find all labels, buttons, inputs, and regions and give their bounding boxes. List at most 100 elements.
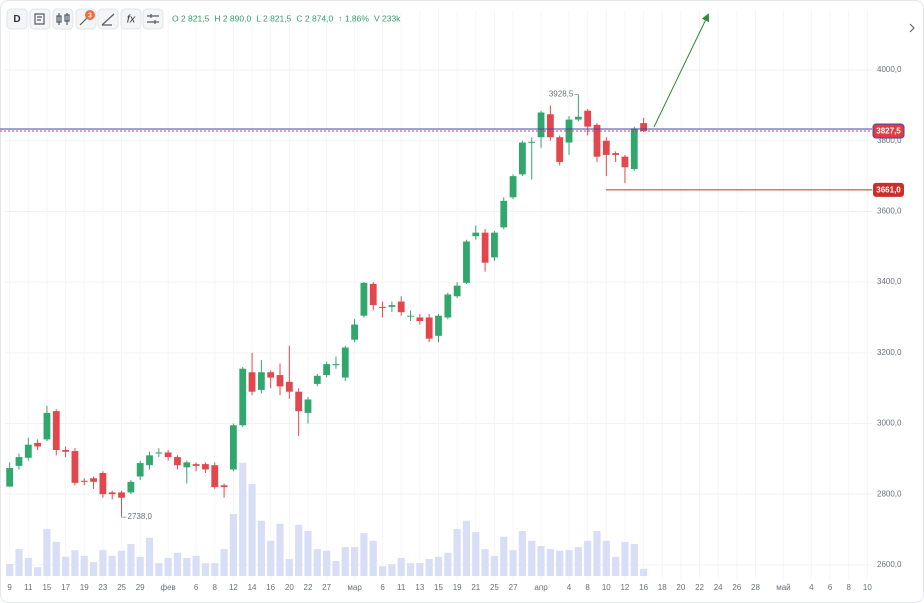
volume-bar xyxy=(341,547,349,576)
x-tick-label: 10 xyxy=(602,583,611,592)
x-tick-label: 12 xyxy=(620,583,629,592)
candle-body xyxy=(584,110,592,127)
volume-bar xyxy=(313,549,321,576)
volume-bar xyxy=(546,549,554,576)
volume-bar xyxy=(518,531,527,576)
x-tick-label: 8 xyxy=(213,583,218,592)
volume-bar xyxy=(369,540,377,576)
y-tick-label: 2800,0 xyxy=(877,489,902,498)
candle-body xyxy=(602,140,610,155)
volume-bar xyxy=(117,550,126,576)
volume-bar xyxy=(434,556,443,576)
candle-body xyxy=(341,347,349,378)
x-tick-label: 11 xyxy=(24,583,33,592)
collapse-icon[interactable] xyxy=(909,23,915,33)
volume-bar xyxy=(472,532,480,576)
volume-bar xyxy=(15,549,23,576)
candle-body xyxy=(630,128,638,170)
candle-body xyxy=(43,412,51,440)
candle-body xyxy=(435,315,442,336)
volume-bar xyxy=(89,562,98,576)
candle-body xyxy=(71,451,79,483)
icon xyxy=(147,14,159,24)
legend-item: O 2 821,5 xyxy=(172,14,210,24)
candle-body xyxy=(388,305,396,307)
chart-type-button[interactable] xyxy=(29,8,51,30)
candle-body xyxy=(146,455,153,466)
volume-bar xyxy=(285,558,293,576)
x-tick-label: 19 xyxy=(453,583,462,592)
x-tick-label: 27 xyxy=(509,583,518,592)
candle-body xyxy=(360,282,368,316)
x-tick-label: 11 xyxy=(397,583,406,592)
badge xyxy=(85,10,95,20)
x-tick-label: 22 xyxy=(304,583,313,592)
x-tick-label: 12 xyxy=(229,583,238,592)
candle-body xyxy=(276,375,284,387)
extreme-label: 3928,5 xyxy=(549,89,574,98)
volume-bar xyxy=(388,564,396,576)
x-tick-label: 6 xyxy=(194,583,199,592)
x-tick-label: 20 xyxy=(676,583,685,592)
candle-body xyxy=(99,472,107,495)
candle-body xyxy=(192,464,200,466)
price-label: 3661,0 xyxy=(876,185,901,194)
volume-bar xyxy=(332,561,340,576)
x-tick-label: 6 xyxy=(380,583,385,592)
x-tick-label: мар xyxy=(347,583,362,592)
candle-body xyxy=(574,116,582,120)
x-tick-label: 28 xyxy=(751,583,760,592)
candle-body xyxy=(612,153,620,155)
candle-body xyxy=(640,123,647,132)
candle-body xyxy=(239,368,247,426)
candle-body xyxy=(183,462,191,468)
candle-body xyxy=(537,112,545,138)
volume-bar xyxy=(304,531,312,576)
volume-bar xyxy=(61,556,70,576)
y-tick-label: 3200,0 xyxy=(877,348,902,357)
volume-bar xyxy=(52,541,60,576)
volume-bar xyxy=(360,533,368,576)
volume-bar xyxy=(453,528,461,576)
candle-body xyxy=(267,372,275,378)
candle-body xyxy=(164,452,172,458)
interval-button[interactable] xyxy=(6,8,28,30)
candle-body xyxy=(220,485,228,488)
y-tick-label: 3800,0 xyxy=(877,136,902,145)
volume-bar xyxy=(136,556,144,576)
x-tick-label: 25 xyxy=(490,583,499,592)
volume-bar xyxy=(509,550,517,576)
candles-button[interactable] xyxy=(52,8,74,30)
candle-body xyxy=(15,457,23,466)
x-tick-label: 17 xyxy=(61,583,70,592)
candle-layer xyxy=(6,95,647,517)
volume-bar xyxy=(192,555,200,576)
settings-button[interactable] xyxy=(142,8,164,30)
x-tick-label: 15 xyxy=(42,583,51,592)
candle-body xyxy=(397,301,405,313)
volume-bar xyxy=(201,563,210,576)
extreme-label: 2738,0 xyxy=(128,512,153,521)
x-tick-label: 8 xyxy=(585,583,590,592)
x-tick-label: 20 xyxy=(285,583,294,592)
volume-bar xyxy=(71,550,79,576)
candle-body xyxy=(416,317,424,322)
candle-body xyxy=(6,468,14,487)
y-tick-label: 3400,0 xyxy=(877,277,902,286)
candle-body xyxy=(257,372,265,390)
indicators-label: fx xyxy=(127,13,136,25)
x-tick-label: 23 xyxy=(98,583,107,592)
icon xyxy=(56,13,70,25)
volume-bar xyxy=(612,556,620,576)
x-tick-label: 14 xyxy=(248,583,257,592)
indicators-button[interactable] xyxy=(120,8,142,30)
y-tick-label: 4000,0 xyxy=(877,65,902,74)
candle-body xyxy=(472,232,480,237)
volume-bar xyxy=(145,537,154,576)
candle-body xyxy=(230,425,237,470)
overlay-layer: 2600,0 2800,0 3000,0 3200,0 3400,0 3600,0 3800… xyxy=(0,65,905,592)
volume-bar xyxy=(397,557,405,576)
volume-bar xyxy=(43,528,51,576)
x-tick-label: 6 xyxy=(828,583,833,592)
